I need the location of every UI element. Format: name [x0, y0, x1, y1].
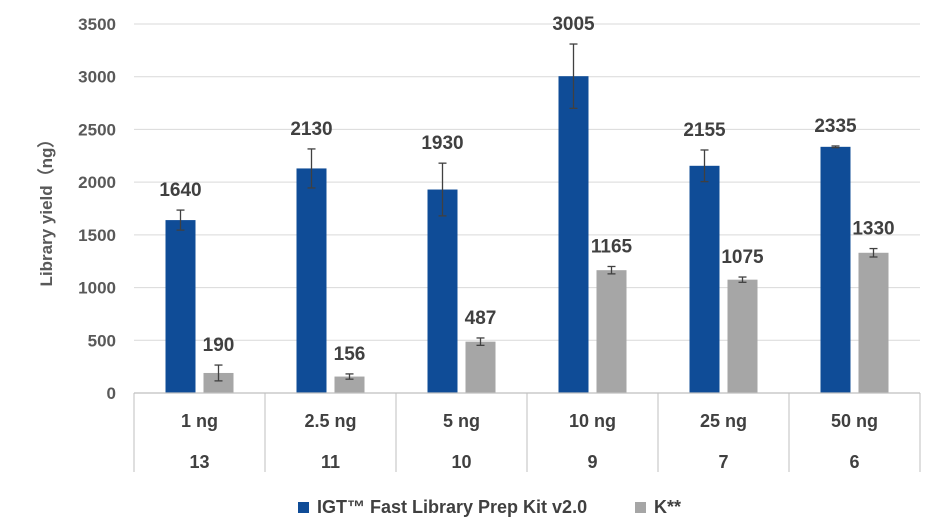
data-label: 3005: [552, 14, 595, 35]
bar: [558, 76, 589, 394]
data-label: 2155: [683, 120, 726, 141]
data-label: 156: [334, 344, 366, 365]
legend-swatch: [635, 502, 646, 513]
bar: [296, 168, 327, 393]
data-label: 1330: [852, 219, 894, 240]
x-tick-label: 25 ng: [700, 411, 747, 431]
legend-swatch: [298, 502, 309, 513]
bar: [334, 376, 365, 393]
data-label: 1930: [421, 133, 463, 154]
gridlines: [134, 23, 920, 341]
x-tick-label-row2: 11: [321, 452, 340, 472]
bar: [596, 270, 627, 393]
bar: [465, 341, 496, 393]
y-tick-label: 2500: [78, 120, 116, 139]
x-tick-label: 1 ng: [181, 411, 218, 431]
legend-label: IGT™ Fast Library Prep Kit v2.0: [317, 497, 587, 517]
y-tick-label: 500: [88, 331, 116, 350]
y-axis: 0 500 1000 1500 2000 2500 3000 3500: [78, 15, 116, 403]
data-label: 1640: [159, 180, 201, 201]
y-tick-label: 0: [107, 384, 116, 403]
data-label: 190: [203, 335, 235, 356]
x-tick-label: 5 ng: [443, 411, 480, 431]
data-label: 1075: [721, 247, 764, 268]
y-tick-label: 3000: [78, 68, 116, 87]
bar: [858, 252, 889, 393]
bar: [820, 146, 851, 393]
data-label: 2130: [290, 119, 332, 140]
y-tick-label: 2000: [78, 173, 116, 192]
x-tick-label-row2: 7: [718, 452, 728, 472]
x-tick-label-row2: 9: [587, 452, 597, 472]
data-label: 487: [465, 308, 497, 329]
x-tick-label: 50 ng: [831, 411, 878, 431]
legend-label: K**: [654, 497, 681, 517]
y-tick-label: 3500: [78, 15, 116, 34]
y-tick-label: 1000: [78, 279, 116, 298]
x-axis: 1 ng 13 2.5 ng 11 5 ng 10 10 ng 9 25 ng 7 50 ng 6: [133, 392, 921, 472]
x-tick-label: 2.5 ng: [304, 411, 356, 431]
x-tick-label-row2: 6: [849, 452, 859, 472]
legend: IGT™ Fast Library Prep Kit v2.0 K**: [298, 497, 681, 517]
bar: [689, 165, 720, 393]
bar: [427, 189, 458, 393]
bars: 1640 2130 1930 3005 2155 2335 190 156 487 1165 107…: [159, 14, 895, 394]
bar: [727, 279, 758, 393]
data-label: 2335: [814, 116, 857, 137]
x-tick-label-row2: 10: [451, 452, 471, 472]
y-tick-label: 1500: [78, 226, 116, 245]
x-tick-label-row2: 13: [189, 452, 209, 472]
x-tick-label: 10 ng: [569, 411, 616, 431]
bar: [165, 220, 196, 393]
data-label: 1165: [591, 236, 633, 257]
y-axis-title: Library yield（ng）: [36, 131, 56, 287]
bar: [203, 372, 234, 393]
